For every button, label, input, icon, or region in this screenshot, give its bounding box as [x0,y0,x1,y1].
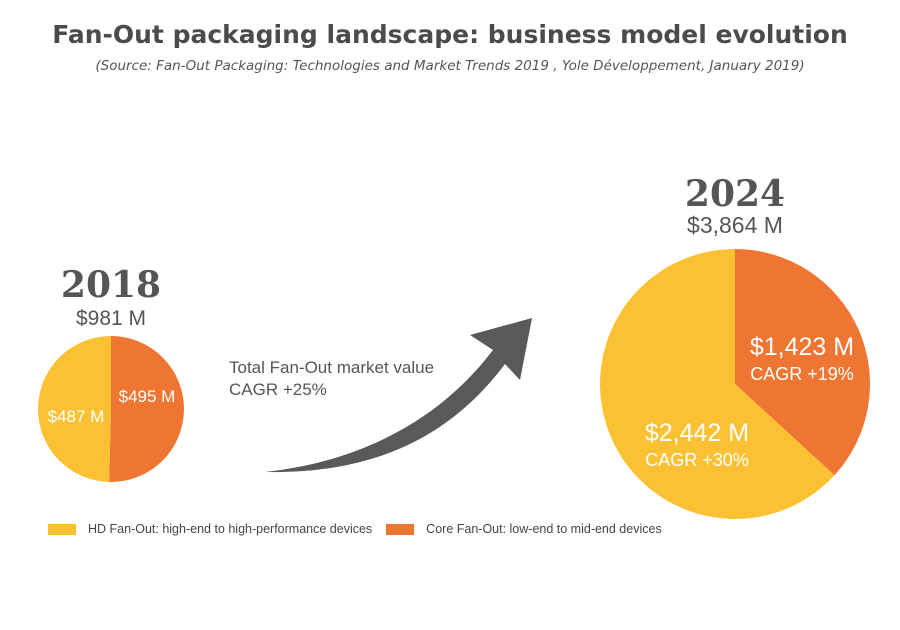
annotation-line2: CAGR +25% [229,380,327,399]
legend-swatch-hd [48,523,76,535]
pie-2018-slice-hd [38,336,112,482]
pie-2018-label-core: $495 M [119,387,176,406]
annotation-line1: Total Fan-Out market value [229,358,434,377]
chart-title: Fan-Out packaging landscape: business mo… [52,20,848,49]
pie-2024-label-hd: $2,442 M [645,419,749,447]
legend: HD Fan-Out: high-end to high-performance… [48,522,676,536]
legend-item-core: Core Fan-Out: low-end to mid-end devices [386,522,662,536]
growth-arrow [265,318,532,473]
legend-item-hd: HD Fan-Out: high-end to high-performance… [48,522,372,536]
pie-2024-cagr-core: CAGR +19% [750,364,854,384]
pie-2018-slice-core [109,336,185,482]
pie-2024-label-core: $1,423 M [750,333,854,361]
pie-2024-total: $3,864 M [687,212,783,238]
pie-2018-year: 2018 [61,264,161,306]
pie-2018-label-hd: $487 M [48,407,105,426]
pie-2018-total: $981 M [76,307,146,330]
legend-label-core: Core Fan-Out: low-end to mid-end devices [426,522,662,536]
pie-2024-slice-core [735,249,870,476]
chart-subtitle: (Source: Fan-Out Packaging: Technologies… [95,58,805,74]
legend-swatch-core [386,523,415,535]
pie-2024-cagr-hd: CAGR +30% [645,450,749,470]
legend-label-hd: HD Fan-Out: high-end to high-performance… [88,522,373,536]
pie-2024-year: 2024 [685,173,785,215]
pie-2024-slice-hd [599,249,835,519]
